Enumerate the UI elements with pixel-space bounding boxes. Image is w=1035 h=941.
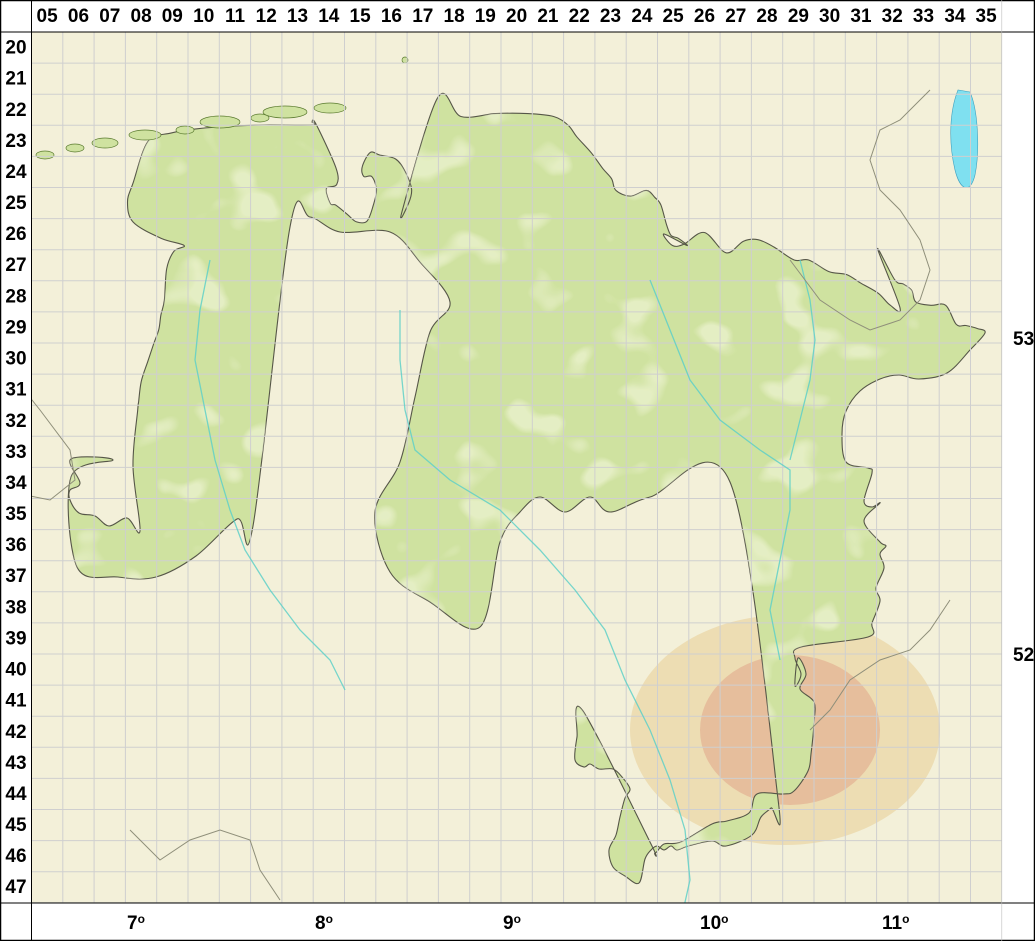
svg-text:38: 38 (5, 597, 26, 618)
svg-text:24: 24 (631, 6, 653, 27)
svg-text:33: 33 (913, 6, 934, 27)
svg-text:40: 40 (5, 660, 26, 681)
svg-text:22: 22 (569, 6, 590, 27)
svg-text:20: 20 (506, 6, 527, 27)
svg-text:23: 23 (600, 6, 621, 27)
svg-text:41: 41 (5, 691, 27, 712)
svg-text:08: 08 (131, 6, 152, 27)
svg-text:32: 32 (882, 6, 903, 27)
svg-text:15: 15 (350, 6, 372, 27)
svg-text:35: 35 (976, 6, 998, 27)
svg-text:46: 46 (5, 846, 26, 867)
svg-text:43: 43 (5, 753, 26, 774)
svg-text:25: 25 (5, 193, 27, 214)
svg-text:21: 21 (537, 6, 559, 27)
svg-text:22: 22 (5, 100, 26, 121)
svg-text:19: 19 (475, 6, 496, 27)
svg-text:18: 18 (444, 6, 465, 27)
svg-text:05: 05 (37, 6, 59, 27)
svg-text:29: 29 (788, 6, 809, 27)
svg-text:20: 20 (5, 38, 26, 59)
svg-text:27: 27 (5, 255, 26, 276)
svg-text:26: 26 (5, 224, 26, 245)
svg-text:26: 26 (694, 6, 715, 27)
svg-text:23: 23 (5, 131, 26, 152)
svg-text:33: 33 (5, 442, 26, 463)
svg-text:21: 21 (5, 69, 27, 90)
svg-text:25: 25 (663, 6, 685, 27)
svg-text:31: 31 (5, 380, 27, 401)
svg-text:44: 44 (5, 784, 27, 805)
svg-text:36: 36 (5, 535, 26, 556)
svg-text:12: 12 (256, 6, 277, 27)
svg-text:10: 10 (193, 6, 214, 27)
svg-text:34: 34 (944, 6, 966, 27)
svg-text:06: 06 (68, 6, 89, 27)
svg-text:09: 09 (162, 6, 183, 27)
svg-text:28: 28 (756, 6, 777, 27)
svg-text:13: 13 (287, 6, 308, 27)
svg-text:42: 42 (5, 722, 26, 743)
svg-text:37: 37 (5, 566, 26, 587)
svg-text:35: 35 (5, 504, 27, 525)
svg-text:27: 27 (725, 6, 746, 27)
svg-text:11: 11 (225, 6, 246, 27)
svg-text:31: 31 (850, 6, 872, 27)
svg-text:47: 47 (5, 877, 26, 898)
svg-text:32: 32 (5, 411, 26, 432)
svg-text:30: 30 (819, 6, 840, 27)
svg-text:52o: 52o (1013, 644, 1035, 666)
svg-text:17: 17 (412, 6, 433, 27)
svg-text:34: 34 (5, 473, 27, 494)
svg-text:14: 14 (318, 6, 340, 27)
svg-text:16: 16 (381, 6, 402, 27)
svg-text:45: 45 (5, 815, 27, 836)
svg-text:53o: 53o (1013, 328, 1035, 350)
svg-text:39: 39 (5, 628, 26, 649)
svg-text:28: 28 (5, 286, 26, 307)
svg-text:30: 30 (5, 349, 26, 370)
svg-text:07: 07 (99, 6, 120, 27)
svg-text:29: 29 (5, 318, 26, 339)
svg-text:24: 24 (5, 162, 27, 183)
